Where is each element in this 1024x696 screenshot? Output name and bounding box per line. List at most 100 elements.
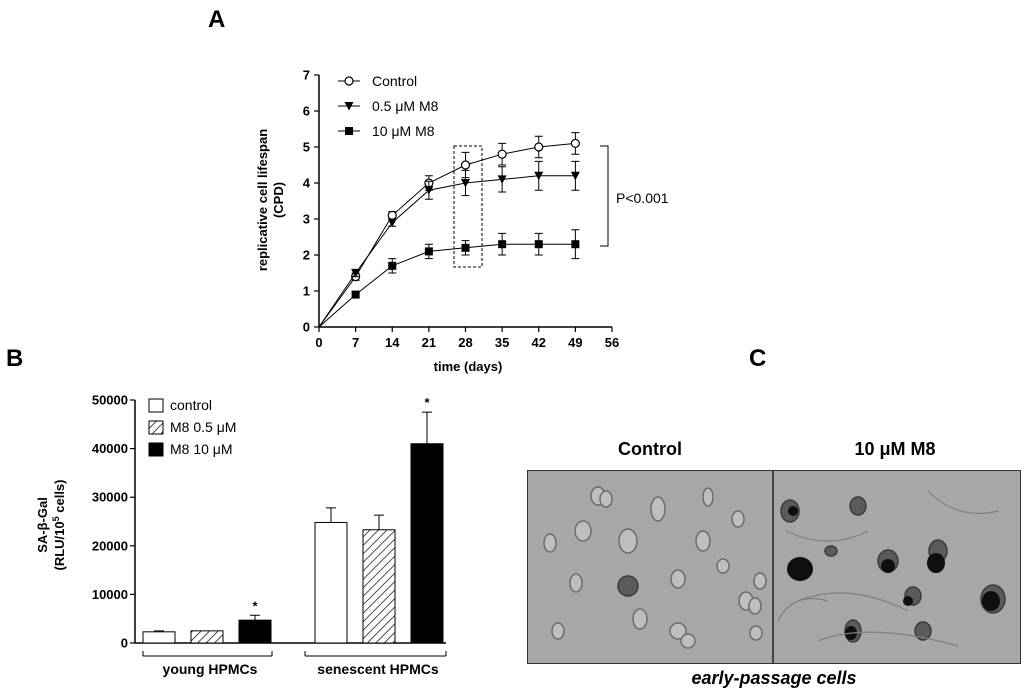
y-tick-label: 2 — [303, 248, 310, 263]
bar — [362, 529, 396, 644]
error-bar — [422, 411, 432, 444]
legend-label: 10 μM M8 — [372, 123, 435, 139]
y-axis-label-line2: (RLU/105 cells) — [51, 480, 67, 571]
series-group — [318, 132, 580, 328]
x-tick-label: 42 — [532, 335, 546, 350]
y-tick-label: 6 — [303, 104, 310, 119]
bar — [238, 619, 272, 644]
significance-star: * — [424, 395, 430, 410]
legend-marker — [344, 102, 354, 111]
legend-label: M8 10 μM — [170, 441, 233, 457]
y-tick-label: 1 — [303, 284, 310, 299]
data-point — [534, 142, 544, 152]
error-bar — [250, 614, 260, 621]
bar — [190, 630, 224, 644]
data-point — [351, 269, 361, 278]
x-tick-label: 35 — [495, 335, 509, 350]
bar-0-2: * — [238, 598, 272, 644]
x-tick-label: 56 — [605, 335, 619, 350]
y-tick-label: 50000 — [92, 393, 128, 408]
data-point — [387, 210, 397, 220]
group-bracket-young — [142, 651, 273, 656]
legend-label: control — [170, 397, 212, 413]
significance-star: * — [252, 598, 258, 613]
legend-label: M8 0.5 μM — [170, 419, 236, 435]
bars-group: ** — [142, 395, 444, 644]
bar — [410, 443, 444, 644]
legend-item: Control — [338, 73, 417, 89]
y-tick-label: 5 — [303, 140, 310, 155]
bar-1-0 — [314, 507, 348, 644]
data-point — [498, 240, 507, 249]
data-point — [570, 171, 580, 181]
category-label-young: young HPMCs — [163, 661, 258, 677]
y-tick-label: 40000 — [92, 441, 128, 456]
legend-item: M8 10 μM — [148, 441, 233, 457]
legend-item: control — [148, 397, 212, 413]
panel-c-letter: C — [749, 345, 766, 372]
y-axis-label-line1: SA-β-Gal — [35, 497, 50, 553]
legend-swatch — [148, 398, 164, 413]
series-line — [318, 142, 576, 328]
data-point — [534, 171, 544, 181]
data-point — [461, 243, 470, 252]
panel-a-letter: A — [208, 6, 225, 33]
y-tick-label: 0 — [121, 636, 128, 651]
x-tick-label: 0 — [315, 335, 322, 350]
data-point — [497, 175, 507, 184]
legend-item: 10 μM M8 — [338, 123, 435, 139]
series-2 — [318, 229, 580, 328]
y-axis-label-line2: (CPD) — [271, 182, 286, 218]
sa-beta-gal-bar-chart: 0 10000 20000 30000 40000 50000 SA-β-Gal (RLU… — [35, 393, 447, 677]
bar-1-2: * — [410, 395, 444, 644]
y-axis-label-line1: replicative cell lifespan — [255, 129, 270, 271]
x-tick-label: 14 — [385, 335, 400, 350]
error-bar — [374, 514, 384, 530]
panel-b-letter: B — [6, 345, 23, 372]
significance-annotation: P<0.001 — [616, 190, 669, 206]
y-ticks: 0 10000 20000 30000 40000 50000 — [92, 393, 135, 651]
data-point — [424, 186, 434, 195]
x-axis-label: time (days) — [434, 359, 503, 374]
y-tick-label: 20000 — [92, 538, 128, 553]
group-bracket-senescent — [304, 651, 447, 656]
category-label-senescent: senescent HPMCs — [317, 661, 439, 677]
data-point — [424, 247, 433, 256]
bar — [314, 521, 348, 644]
y-tick-label: 3 — [303, 212, 310, 227]
y-tick-label: 10000 — [92, 587, 128, 602]
legend-marker — [344, 76, 354, 86]
y-tick-label: 7 — [303, 68, 310, 83]
significance-bracket — [600, 145, 609, 247]
x-tick-label: 7 — [352, 335, 359, 350]
y-tick-label: 4 — [303, 176, 311, 191]
data-point — [497, 149, 507, 159]
legend-label: 0.5 μM M8 — [372, 98, 439, 114]
micrograph-image — [527, 470, 1021, 664]
bar-0-1 — [190, 630, 224, 644]
legend-swatch — [148, 442, 164, 457]
series-1 — [318, 160, 580, 328]
x-ticks: 0 7 14 21 28 35 42 49 56 — [315, 327, 619, 350]
data-point — [461, 179, 470, 188]
micrograph-label-m8: 10 μM M8 — [854, 439, 935, 459]
x-tick-label: 21 — [422, 335, 436, 350]
y-tick-label: 0 — [303, 320, 310, 335]
series-line — [318, 175, 576, 328]
data-point — [387, 218, 397, 228]
legend-swatch — [148, 420, 164, 435]
x-tick-label: 28 — [458, 335, 472, 350]
legend-marker — [345, 127, 353, 135]
legend-label: Control — [372, 73, 417, 89]
data-point — [534, 240, 543, 249]
micrograph-cells — [528, 471, 1020, 663]
series-0 — [318, 132, 580, 328]
micrograph-label-control: Control — [618, 439, 682, 459]
data-point — [570, 138, 580, 148]
y-tick-label: 30000 — [92, 490, 128, 505]
data-point — [460, 160, 471, 170]
legend-item: M8 0.5 μM — [148, 419, 236, 435]
bar-1-1 — [362, 514, 396, 644]
